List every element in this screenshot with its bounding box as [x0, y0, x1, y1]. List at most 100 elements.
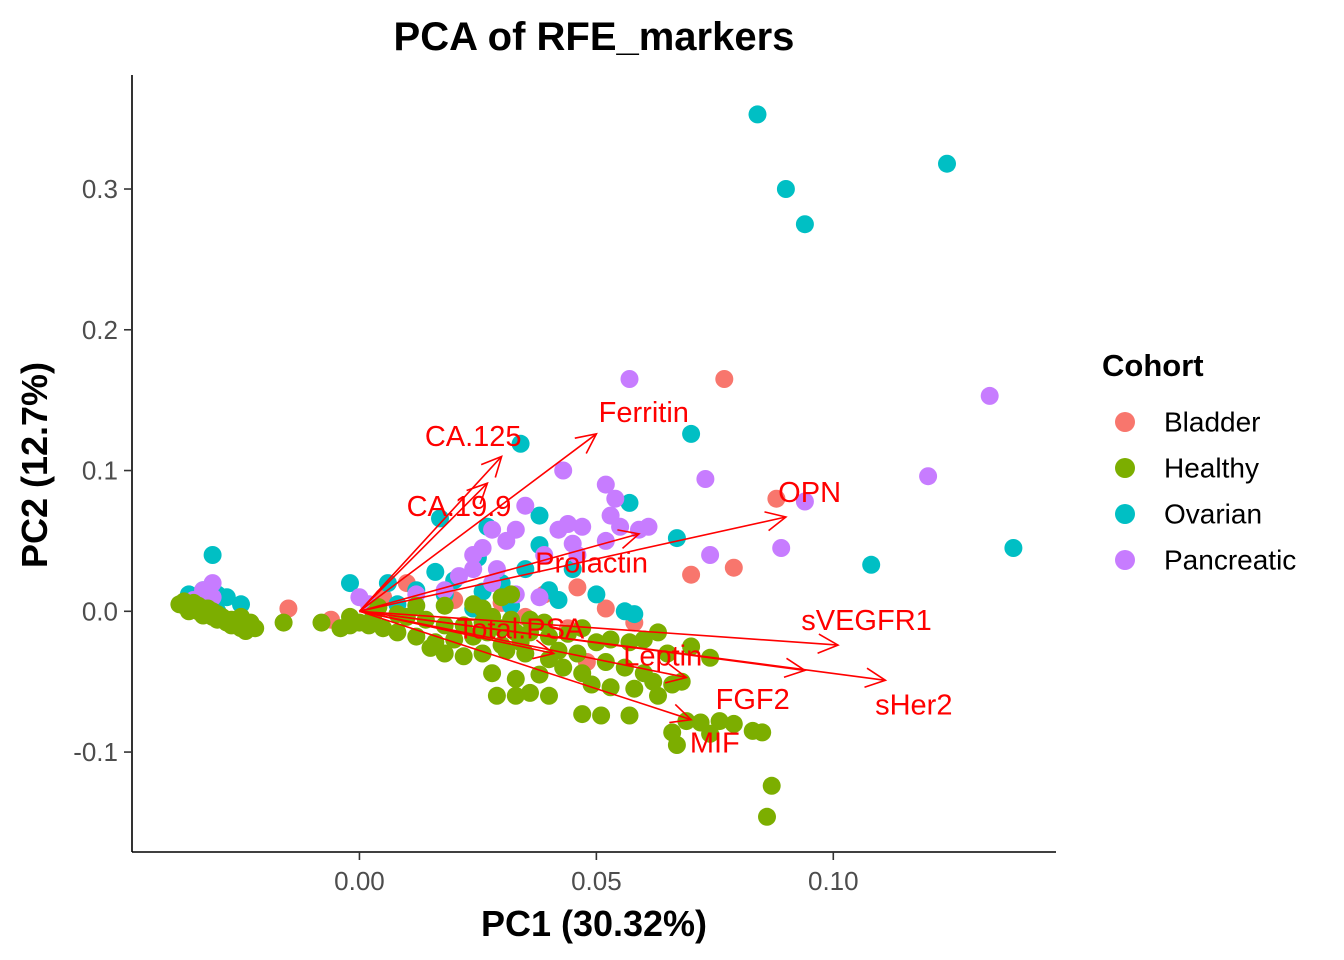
- point-bladder: [724, 558, 743, 577]
- point-healthy: [573, 705, 592, 724]
- point-ovarian: [549, 591, 568, 609]
- point-healthy: [274, 613, 293, 632]
- loading-label-svegfr1: sVEGFR1: [801, 605, 932, 637]
- point-pancreatic: [530, 588, 549, 607]
- point-healthy: [615, 658, 634, 677]
- point-healthy: [663, 723, 682, 742]
- point-pancreatic: [639, 517, 658, 536]
- y-tick-label: 0.0: [82, 596, 118, 626]
- point-pancreatic: [701, 546, 720, 564]
- legend: Cohort Bladder Healthy Ovarian Pancreatic: [1102, 348, 1296, 576]
- loading-label-ferritin: Ferritin: [599, 397, 689, 429]
- legend-label-ovarian: Ovarian: [1164, 499, 1262, 530]
- point-pancreatic: [483, 520, 502, 539]
- point-pancreatic: [919, 467, 938, 486]
- point-ovarian: [217, 588, 236, 607]
- point-bladder: [767, 489, 786, 508]
- point-healthy: [374, 619, 393, 638]
- point-healthy: [530, 665, 549, 684]
- point-pancreatic: [980, 386, 999, 405]
- point-pancreatic: [554, 461, 573, 480]
- point-healthy: [568, 644, 587, 663]
- loading-arrow-ferritin: Ferritin: [358, 397, 689, 612]
- point-pancreatic: [596, 531, 615, 550]
- point-healthy: [502, 610, 521, 629]
- point-ovarian: [667, 529, 686, 548]
- x-tick-label: 0.05: [571, 866, 622, 896]
- y-tick-label: 0.2: [82, 315, 118, 345]
- point-ovarian: [625, 605, 644, 624]
- y-tick-label: 0.1: [82, 456, 118, 486]
- point-healthy: [658, 644, 677, 663]
- point-ovarian: [795, 215, 814, 234]
- legend-label-healthy: Healthy: [1164, 453, 1259, 484]
- axes: 0.00 0.05 0.10 -0.1 0.0 0.1 0.2 0.3: [73, 75, 1056, 896]
- point-healthy: [540, 686, 558, 705]
- point-pancreatic: [450, 567, 468, 586]
- point-ovarian: [620, 493, 639, 512]
- point-healthy: [634, 630, 653, 649]
- point-ovarian: [682, 424, 701, 443]
- loading-arrow-total-psa: Total.PSA: [359, 610, 585, 660]
- legend-key-pancreatic: [1115, 550, 1135, 570]
- point-healthy: [682, 637, 701, 656]
- point-healthy: [506, 669, 525, 688]
- point-healthy: [540, 650, 558, 669]
- point-pancreatic: [573, 517, 592, 536]
- loading-arrow-ca-125: CA.125: [358, 421, 522, 612]
- loading-label-total-psa: Total.PSA: [457, 614, 585, 646]
- point-healthy: [710, 712, 729, 731]
- point-healthy: [464, 595, 483, 614]
- point-ovarian: [232, 595, 250, 614]
- loading-arrow-svegfr1: sVEGFR1: [359, 605, 932, 654]
- x-axis-title: PC1 (30.32%): [481, 903, 707, 944]
- chart-title: PCA of RFE_markers: [394, 15, 795, 59]
- point-ovarian: [341, 574, 359, 593]
- point-healthy: [435, 596, 454, 615]
- point-pancreatic: [611, 517, 630, 536]
- point-healthy: [724, 714, 743, 733]
- point-ovarian: [748, 105, 767, 124]
- point-healthy: [521, 683, 539, 702]
- point-ovarian: [1004, 539, 1023, 557]
- loading-label-ca-125: CA.125: [425, 421, 522, 453]
- point-pancreatic: [464, 560, 483, 579]
- loading-arrow-mif: MIF: [359, 610, 740, 760]
- point-healthy: [421, 638, 440, 657]
- loading-arrows-layer: Ferritin CA.125 CA.19.9 OPN Prolactin sVEGFR1…: [358, 397, 952, 760]
- point-bladder: [715, 370, 734, 388]
- point-pancreatic: [487, 560, 506, 579]
- legend-item-healthy: Healthy: [1115, 453, 1259, 484]
- point-healthy: [483, 664, 502, 683]
- point-pancreatic: [772, 539, 791, 557]
- loading-arrow-prolactin: Prolactin: [359, 529, 648, 613]
- point-healthy: [388, 623, 407, 642]
- point-healthy: [502, 585, 521, 604]
- point-healthy: [435, 644, 454, 663]
- point-healthy: [625, 679, 644, 698]
- point-ovarian: [862, 555, 881, 574]
- point-pancreatic: [549, 520, 568, 539]
- x-tick-label: 0.10: [808, 866, 859, 896]
- legend-key-healthy: [1115, 458, 1135, 478]
- point-healthy: [341, 607, 359, 626]
- legend-item-pancreatic: Pancreatic: [1115, 545, 1296, 576]
- point-ovarian: [511, 434, 530, 453]
- legend-item-bladder: Bladder: [1115, 407, 1261, 438]
- legend-item-ovarian: Ovarian: [1115, 499, 1262, 530]
- point-healthy: [596, 653, 615, 671]
- loading-label-prolactin: Prolactin: [535, 547, 648, 579]
- legend-key-bladder: [1115, 412, 1135, 432]
- point-pancreatic: [596, 475, 615, 494]
- loading-label-mif: MIF: [690, 728, 740, 760]
- loading-label-sher2: sHer2: [875, 690, 952, 722]
- point-healthy: [691, 713, 710, 732]
- point-pancreatic: [795, 492, 814, 511]
- loading-label-fgf2: FGF2: [716, 684, 790, 716]
- loading-label-ca-19-9: CA.19.9: [407, 491, 512, 523]
- loading-arrow-ca-19-9: CA.19.9: [358, 481, 512, 612]
- point-ovarian: [938, 154, 956, 173]
- loading-label-leptin: Leptin: [623, 640, 702, 672]
- point-healthy: [487, 686, 506, 705]
